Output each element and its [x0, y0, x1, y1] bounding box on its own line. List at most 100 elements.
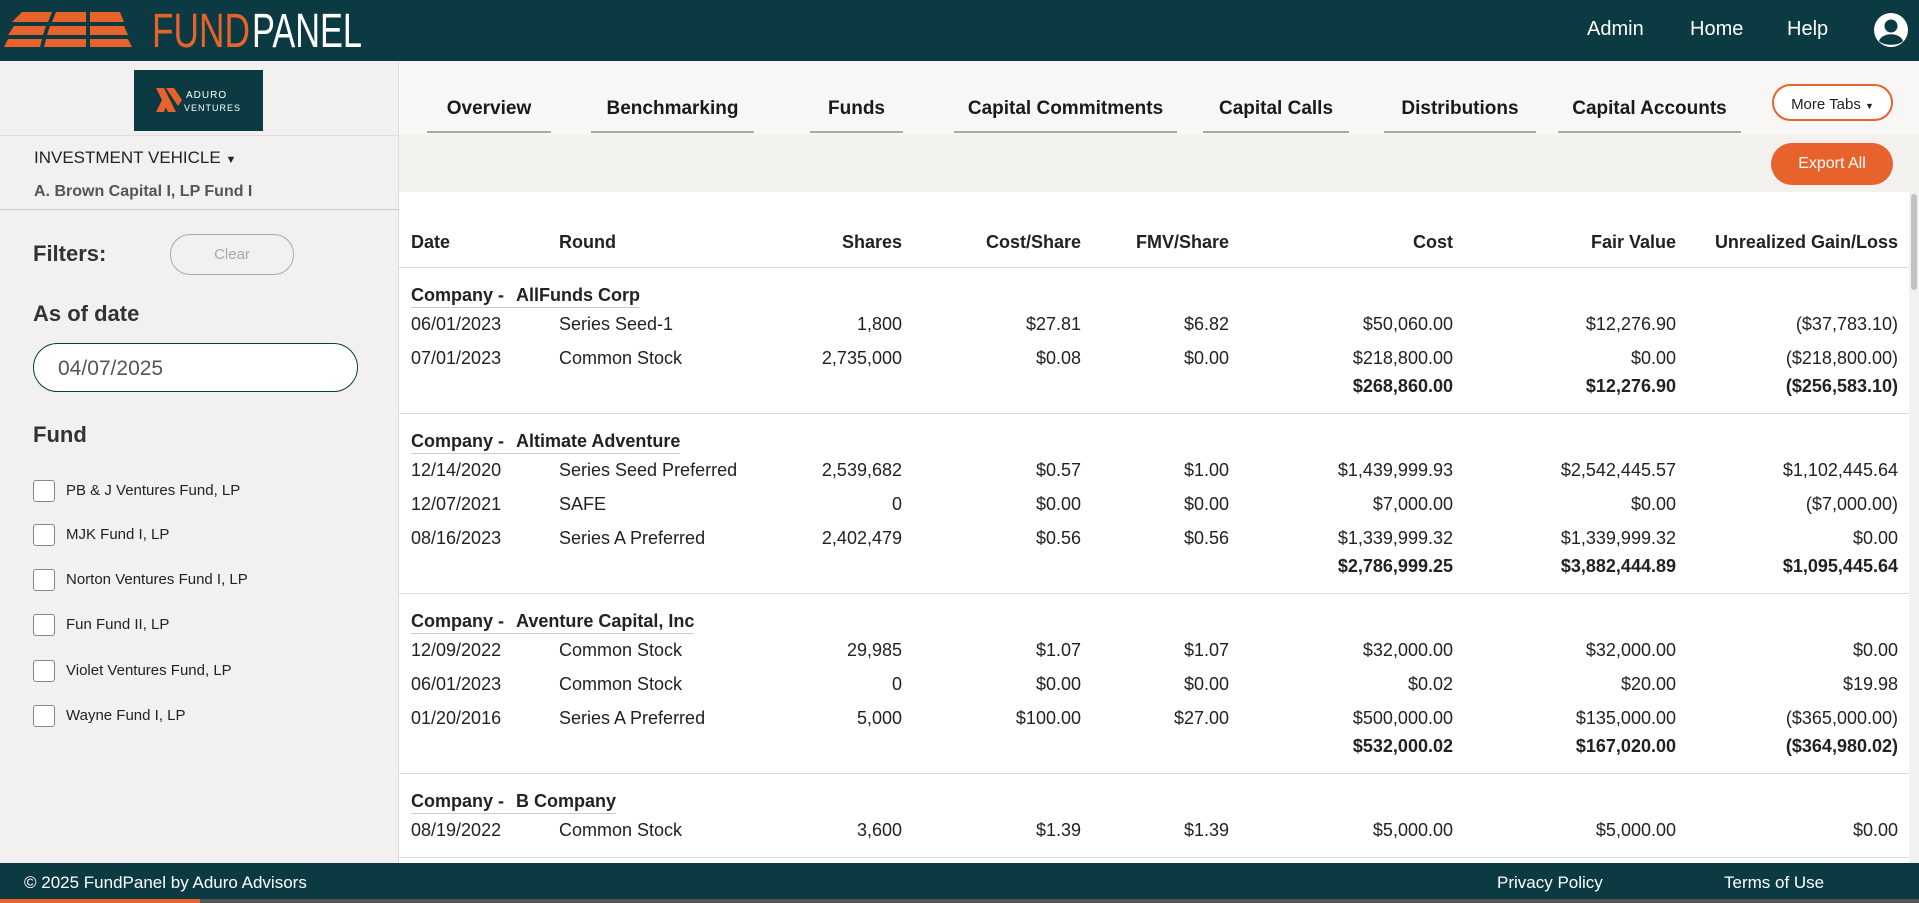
- client-logo: ADURO VENTURES: [134, 70, 263, 131]
- tab[interactable]: Capital Commitments: [954, 95, 1177, 133]
- cell-value: $1.07: [1035, 640, 1081, 660]
- cell-value: $0.56: [1183, 528, 1229, 548]
- company-name: AllFunds Corp: [516, 285, 641, 305]
- more-tabs-button[interactable]: More Tabs ▼: [1772, 84, 1893, 121]
- footer: © 2025 FundPanel by Aduro Advisors Priva…: [0, 863, 1919, 903]
- fund-checkbox[interactable]: [33, 524, 55, 546]
- nav-link[interactable]: Help: [1787, 18, 1829, 40]
- cell-value: $0.00: [1035, 674, 1081, 694]
- column-header: Cost: [1413, 232, 1453, 252]
- nav-link[interactable]: Admin: [1587, 18, 1644, 40]
- fund-checkbox[interactable]: [33, 705, 55, 727]
- cell-value: $1.07: [1183, 640, 1229, 660]
- progress-track: [200, 899, 1919, 903]
- cell-value: 1,800: [856, 314, 902, 334]
- cell-value: 12/09/2022: [411, 640, 502, 660]
- sidebar: ADURO VENTURES INVESTMENT VEHICLE ▼ A. B…: [0, 61, 399, 863]
- column-header: Shares: [841, 232, 902, 252]
- cell-value: $0.00: [1035, 494, 1081, 514]
- clear-button[interactable]: Clear: [170, 234, 294, 275]
- row-divider: [399, 413, 1909, 414]
- export-button[interactable]: Export All: [1771, 143, 1893, 185]
- footer-link[interactable]: Privacy Policy: [1497, 873, 1603, 892]
- holdings-table: Date Round Shares Cost/Share FMV/Share Cost Fa…: [399, 192, 1909, 863]
- cell-value: $500,000.00: [1352, 708, 1453, 728]
- cell-value: $1,439,999.93: [1337, 460, 1453, 480]
- company-name: B Company: [516, 791, 617, 811]
- column-header: Unrealized Gain/Loss: [1714, 232, 1898, 252]
- cell-value: $32,000.00: [1362, 640, 1453, 660]
- cell-value: $32,000.00: [1585, 640, 1676, 660]
- fund-name[interactable]: Fun Fund II, LP: [66, 616, 170, 633]
- copyright: © 2025 FundPanel by Aduro Advisors: [24, 873, 307, 892]
- cell-value: $135,000.00: [1575, 708, 1676, 728]
- cell-value: ($7,000.00): [1805, 494, 1898, 514]
- cell-value: $1,339,999.32: [1560, 528, 1676, 548]
- vehicle-dropdown[interactable]: INVESTMENT VEHICLE ▼: [34, 148, 237, 167]
- cell-value: $0.08: [1035, 348, 1081, 368]
- cell-value: 06/01/2023: [411, 314, 502, 334]
- cell-value: $5,000.00: [1595, 820, 1676, 840]
- cell-value: 2,735,000: [821, 348, 902, 368]
- cell-value: 06/01/2023: [411, 674, 502, 694]
- divider: [0, 209, 398, 210]
- fund-name[interactable]: MJK Fund I, LP: [66, 526, 170, 543]
- date-input[interactable]: 04/07/2025: [33, 343, 358, 392]
- cell-value: $5,000.00: [1372, 820, 1453, 840]
- cell-value: Series Seed-1: [559, 314, 674, 334]
- company-heading: Company - AllFunds Corp: [411, 283, 641, 308]
- cell-value: $0.00: [1852, 640, 1898, 660]
- tab[interactable]: Benchmarking: [591, 95, 754, 133]
- fund-checkbox[interactable]: [33, 660, 55, 682]
- cell-value: ($37,783.10): [1795, 314, 1898, 334]
- fund-checkbox[interactable]: [33, 569, 55, 591]
- cell-value: Common Stock: [559, 640, 683, 660]
- cell-value: $218,800.00: [1352, 348, 1453, 368]
- as-of-label: As of date: [33, 301, 140, 326]
- row-divider: [399, 773, 1909, 774]
- top-bar: FUND PANEL Admin Home Help: [0, 0, 1919, 61]
- column-header: FMV/Share: [1135, 232, 1229, 252]
- more-tabs-label: More Tabs: [1791, 96, 1861, 113]
- fund-name[interactable]: Violet Ventures Fund, LP: [66, 662, 232, 679]
- cell-value: $0.00: [1183, 674, 1229, 694]
- fund-name[interactable]: Wayne Fund I, LP: [66, 707, 186, 724]
- cell-value: $0.00: [1852, 528, 1898, 548]
- scrollbar[interactable]: [1909, 192, 1919, 863]
- cell-value: Common Stock: [559, 674, 683, 694]
- cell-value: $0.00: [1852, 820, 1898, 840]
- cell-value: $0.56: [1035, 528, 1081, 548]
- logo-area: [0, 61, 398, 136]
- cell-value: 08/19/2022: [411, 820, 502, 840]
- footer-link[interactable]: Terms of Use: [1724, 873, 1825, 892]
- fund-name[interactable]: PB & J Ventures Fund, LP: [66, 482, 241, 499]
- scroll-thumb[interactable]: [1911, 194, 1917, 290]
- fund-label: Fund: [33, 422, 87, 447]
- total-value: $167,020.00: [1575, 736, 1676, 756]
- fund-checkbox[interactable]: [33, 480, 55, 502]
- row-divider: [399, 593, 1909, 594]
- tab[interactable]: Capital Accounts: [1558, 95, 1741, 133]
- cell-value: Series A Preferred: [559, 708, 706, 728]
- fund-name[interactable]: Norton Ventures Fund I, LP: [66, 571, 248, 588]
- nav-link[interactable]: Home: [1690, 18, 1744, 40]
- company-prefix: Company -: [411, 791, 505, 811]
- cell-value: 08/16/2023: [411, 528, 502, 548]
- tab[interactable]: Distributions: [1384, 95, 1536, 133]
- tab[interactable]: Funds: [810, 95, 903, 133]
- client-logo-text: ADURO: [186, 90, 228, 101]
- cell-value: $7,000.00: [1372, 494, 1453, 514]
- company-name: Aventure Capital, Inc: [516, 611, 695, 631]
- company-heading: Company - B Company: [411, 789, 617, 814]
- toolbar: [399, 135, 1919, 193]
- total-value: $12,276.90: [1585, 376, 1676, 396]
- tab[interactable]: Overview: [427, 95, 551, 133]
- user-icon[interactable]: [1873, 12, 1909, 48]
- company-prefix: Company -: [411, 611, 505, 631]
- cell-value: $50,060.00: [1362, 314, 1453, 334]
- tab[interactable]: Capital Calls: [1203, 95, 1349, 133]
- brand-logo[interactable]: FUND PANEL: [0, 0, 400, 61]
- fund-checkbox[interactable]: [33, 614, 55, 636]
- cell-value: $0.00: [1183, 348, 1229, 368]
